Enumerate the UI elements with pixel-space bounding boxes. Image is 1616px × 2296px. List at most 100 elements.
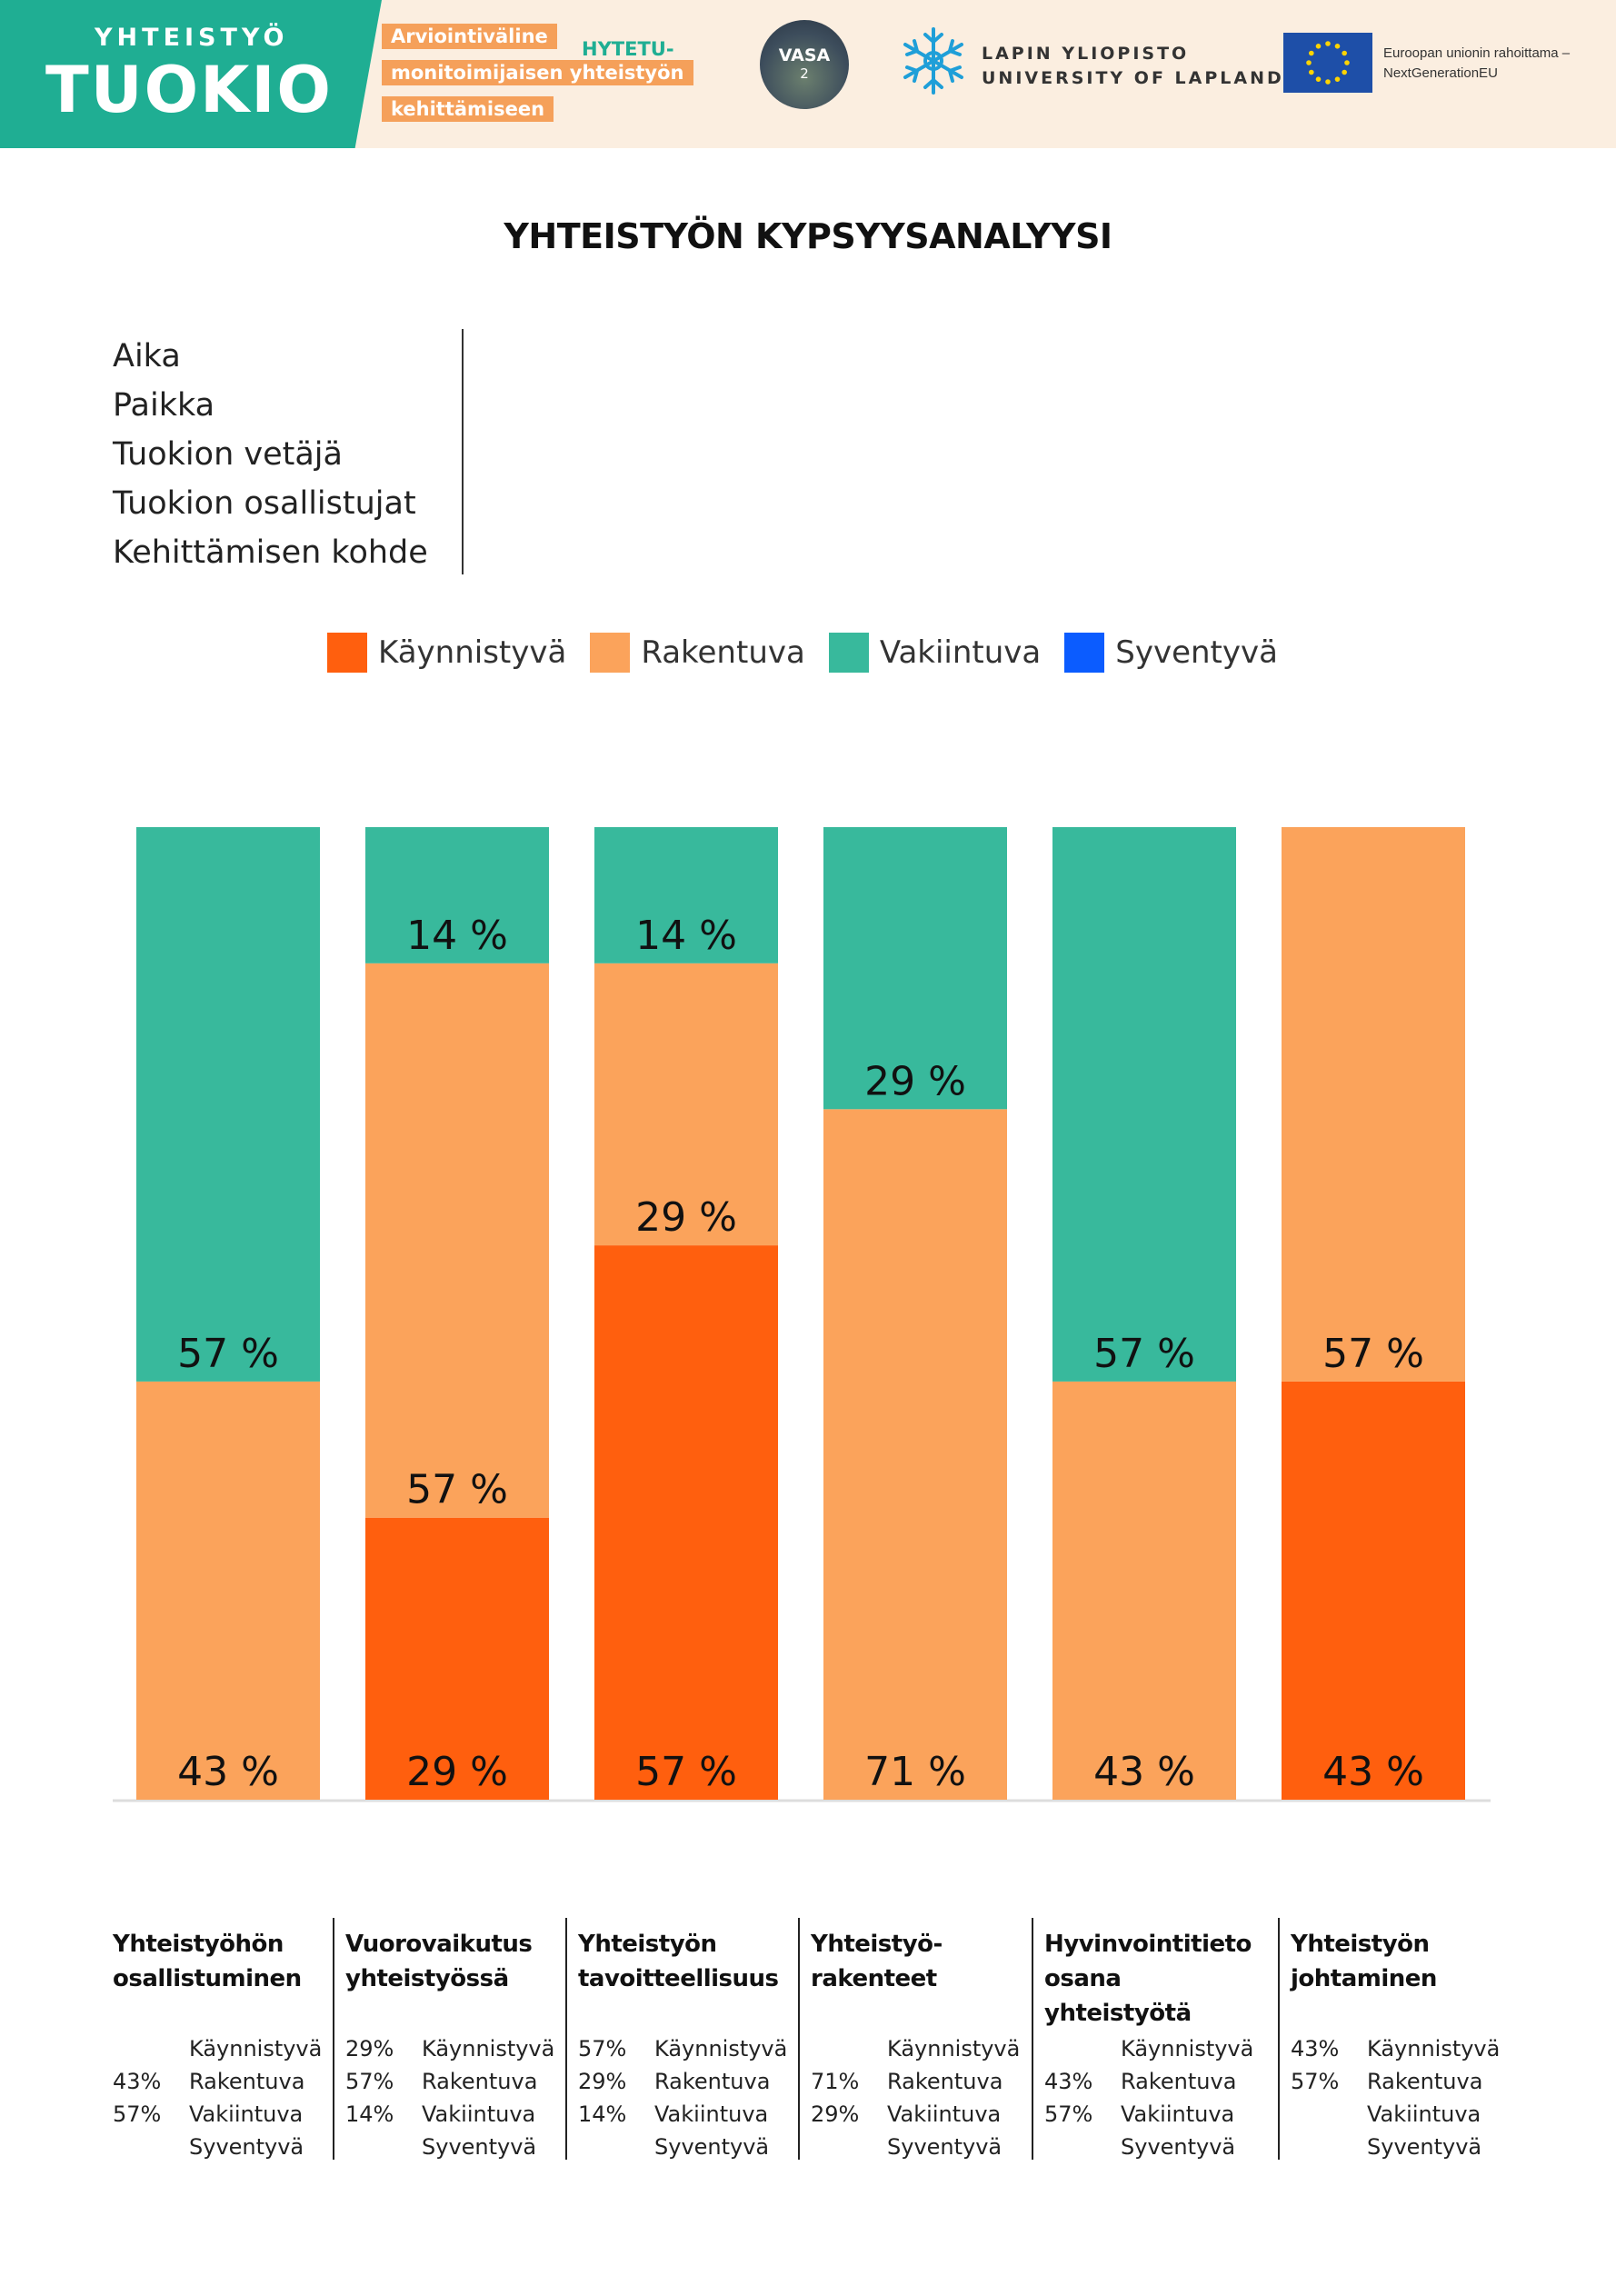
data-label: 57 %: [406, 1467, 508, 1513]
column-header-line: Hyvinvointitieto: [1044, 1931, 1252, 1958]
table-column: Yhteistyön johtaminen 43% Käynnistyvä 57% Rak…: [1291, 1918, 1518, 2160]
table-cell-label: Syventyvä: [654, 2134, 770, 2160]
column-header-line: rakenteet: [811, 1965, 937, 1992]
bar-segment: [365, 963, 549, 1518]
table-cell-label: Käynnistyvä: [189, 2036, 323, 2061]
table-cell-label: Rakentuva: [654, 2069, 771, 2094]
bar-segment: [594, 963, 778, 1246]
eu-star: [1306, 60, 1312, 65]
column-header: Vuorovaikutus yhteistyössä: [345, 1927, 564, 1996]
eu-star: [1315, 44, 1322, 49]
table-cell-percent: 43%: [1044, 2069, 1093, 2094]
legend-swatch: [327, 633, 367, 673]
bar-segment: [1282, 827, 1465, 1382]
data-label: 29 %: [635, 1194, 737, 1241]
column-header: Yhteistyön tavoitteellisuus: [578, 1927, 796, 1996]
column-header: Yhteistyö-rakenteet: [811, 1927, 1029, 1996]
eu-funding-line-1: Euroopan unionin rahoittama –: [1383, 45, 1571, 61]
eu-funding-line-2: NextGenerationEU: [1383, 65, 1498, 81]
data-label: 43 %: [1322, 1749, 1424, 1795]
eu-star: [1325, 41, 1331, 46]
bar-segment: [1282, 1381, 1465, 1800]
table-cell-label: Rakentuva: [1121, 2069, 1237, 2094]
table-cell-label: Käynnistyvä: [1121, 2036, 1254, 2061]
bar-segment: [365, 827, 549, 963]
info-facilitator: Tuokion vetäjä: [113, 436, 343, 473]
data-label: 57 %: [635, 1749, 737, 1795]
data-label: 14 %: [406, 913, 508, 959]
table-column: Vuorovaikutus yhteistyössä 29% Käynnistyvä 5…: [345, 1918, 573, 2160]
column-header-line: osallistuminen: [113, 1965, 302, 1992]
table-cell-percent: 71%: [811, 2069, 860, 2094]
table-cell-label: Vakiintuva: [189, 2101, 304, 2127]
data-label: 14 %: [635, 913, 737, 959]
table-cell-label: Syventyvä: [422, 2134, 537, 2160]
table-column-divider: [333, 1918, 334, 2160]
table-column: Hyvinvointitieto osana yhteistyötä Käynnis…: [1044, 1918, 1272, 2160]
table-cell-label: Käynnistyvä: [422, 2036, 555, 2061]
table-cell-label: Vakiintuva: [654, 2101, 769, 2127]
university-name: LAPIN YLIOPISTO UNIVERSITY OF LAPLAND: [982, 42, 1284, 91]
bar-segment: [365, 1517, 549, 1800]
data-label: 57 %: [1093, 1331, 1195, 1377]
page-title: YHTEISTYÖN KYPSYYSANALYYSI: [504, 216, 1112, 256]
table-cell-label: Vakiintuva: [1367, 2101, 1481, 2127]
column-header-line: tavoitteellisuus: [578, 1965, 779, 1992]
legend-label: Syventyvä: [1115, 634, 1278, 671]
tool-name-line-2: monitoimijaisen yhteistyön: [382, 60, 693, 85]
table-cell-label: Rakentuva: [887, 2069, 1003, 2094]
table-cell-label: Syventyvä: [887, 2134, 1003, 2160]
data-label: 43 %: [177, 1749, 279, 1795]
table-cell-label: Vakiintuva: [887, 2101, 1002, 2127]
table-cell-label: Syventyvä: [1121, 2134, 1236, 2160]
legend-swatch: [1064, 633, 1105, 673]
column-header-line: yhteistyössä: [345, 1965, 509, 1992]
bar-segment: [136, 827, 320, 1382]
stacked-bar-chart: 43 % 57 % 29 % 57 % 14 % 57 % 29 % 14 % 71 % 29 %…: [113, 827, 1491, 1802]
data-label: 57 %: [177, 1331, 279, 1377]
table-cell-label: Rakentuva: [189, 2069, 305, 2094]
column-header: Yhteistyöhön osallistuminen: [113, 1927, 331, 1996]
snowflake-icon: [903, 27, 963, 95]
info-divider: [462, 329, 464, 574]
table-column-divider: [1278, 1918, 1280, 2160]
eu-star: [1334, 76, 1341, 82]
data-label: 29 %: [406, 1749, 508, 1795]
table-cell-percent: 57%: [1044, 2101, 1093, 2127]
eu-star: [1325, 79, 1331, 85]
table-cell-label: Vakiintuva: [422, 2101, 536, 2127]
table-cell-percent: 14%: [578, 2101, 627, 2127]
brand-logo-text: TUOKIO: [45, 53, 333, 127]
university-name-en: UNIVERSITY OF LAPLAND: [982, 68, 1284, 88]
bar-segment: [136, 1381, 320, 1800]
column-header-line: Yhteistyön: [578, 1931, 717, 1958]
column-header-line: Yhteistyöhön: [113, 1931, 284, 1958]
legend-label: Käynnistyvä: [378, 634, 567, 671]
legend-label: Rakentuva: [641, 634, 805, 671]
data-label: 43 %: [1093, 1749, 1195, 1795]
table-cell-label: Syventyvä: [1367, 2134, 1482, 2160]
legend-label: Vakiintuva: [879, 634, 1042, 671]
info-time: Aika: [113, 338, 181, 374]
table-column-divider: [1032, 1918, 1033, 2160]
tool-name-line-1: Arviointiväline: [382, 24, 557, 49]
info-participants: Tuokion osallistujat: [113, 485, 416, 522]
bar-segment: [823, 1109, 1007, 1800]
brand-small-text: YHTEISTYÖ: [95, 24, 289, 52]
legend-swatch: [590, 633, 631, 673]
eu-star: [1309, 50, 1314, 56]
bar-segment: [594, 827, 778, 963]
bar-segment: [823, 827, 1007, 1110]
eu-flag-icon: [1283, 33, 1372, 93]
eu-funding-text: Euroopan unionin rahoittama – NextGenera…: [1383, 44, 1570, 84]
legend-item-syventyva: Syventyvä: [1064, 633, 1278, 673]
vasa-logo-title: VASA: [778, 45, 831, 65]
table-cell-percent: 57%: [345, 2069, 394, 2094]
vasa-logo-number: 2: [800, 65, 809, 82]
table-cell-label: Käynnistyvä: [887, 2036, 1021, 2061]
eu-star: [1334, 44, 1341, 49]
info-development-target: Kehittämisen kohde: [113, 534, 428, 571]
tool-name-line-3: kehittämiseen: [382, 96, 554, 122]
column-header-line: osana yhteistyötä: [1044, 1965, 1192, 2027]
table-cell-percent: 29%: [578, 2069, 627, 2094]
